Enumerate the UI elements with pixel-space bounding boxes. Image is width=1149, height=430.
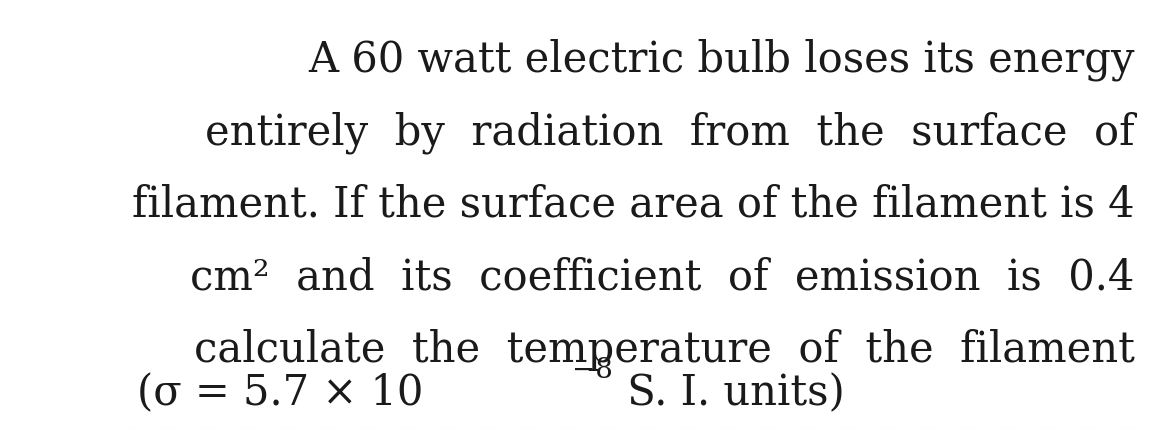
Text: entirely  by  radiation  from  the  surface  of: entirely by radiation from the surface o… [206, 111, 1135, 153]
Text: −8: −8 [571, 356, 612, 383]
Text: A 60 watt electric bulb loses its energy: A 60 watt electric bulb loses its energy [308, 38, 1135, 81]
Text: calculate  the  temperature  of  the  filament: calculate the temperature of the filamen… [194, 328, 1135, 370]
Text: filament. If the surface area of the filament is 4: filament. If the surface area of the fil… [132, 184, 1135, 225]
Text: (σ = 5.7 × 10: (σ = 5.7 × 10 [137, 372, 424, 414]
Text: S. I. units): S. I. units) [615, 372, 846, 414]
Text: cm²  and  its  coefficient  of  emission  is  0.4: cm² and its coefficient of emission is 0… [191, 256, 1135, 298]
